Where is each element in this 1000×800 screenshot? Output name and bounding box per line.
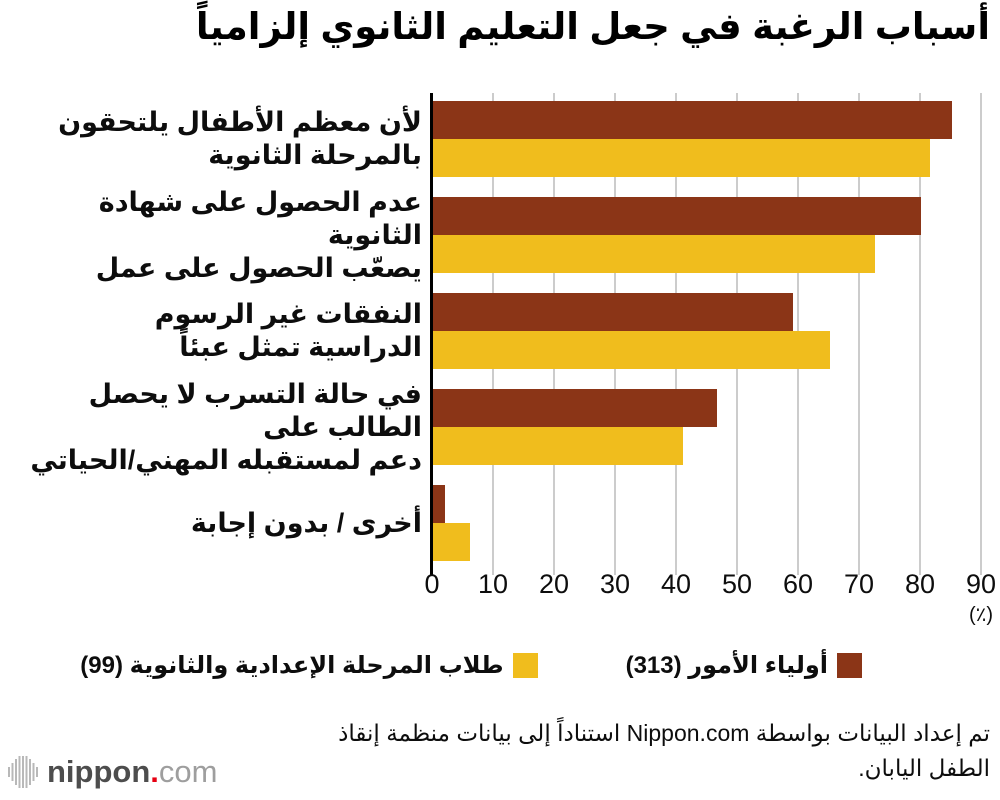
x-axis-unit-label: (٪) xyxy=(968,604,994,626)
gridline-90 xyxy=(980,93,982,575)
x-tick-30: 30 xyxy=(599,569,631,599)
gridline-70 xyxy=(858,93,860,575)
bar-students-2 xyxy=(433,235,876,273)
bar-parents-5 xyxy=(433,485,446,523)
legend: أولياء الأمور (313) طلاب المرحلة الإعداد… xyxy=(80,649,862,681)
x-tick-60: 60 xyxy=(782,569,814,599)
legend-swatch-students xyxy=(512,652,538,678)
bar-students-5 xyxy=(433,523,470,561)
x-tick-80: 80 xyxy=(904,569,936,599)
x-tick-20: 20 xyxy=(538,569,570,599)
legend-entry-students: طلاب المرحلة الإعدادية والثانوية (99) xyxy=(80,651,538,680)
bar-students-3 xyxy=(433,331,830,369)
nippon-logo: nippon.com xyxy=(8,751,218,793)
category-label-3: النفقات غير الرسوم الدراسية تمثل عبئاً xyxy=(154,299,422,362)
x-tick-0: 0 xyxy=(424,569,440,599)
x-tick-40: 40 xyxy=(660,569,692,599)
axis-zero-line xyxy=(430,93,433,575)
logo-dot-icon: . xyxy=(150,754,159,789)
logo-brand: nippon xyxy=(47,754,151,789)
category-label-1: لأن معظم الأطفال يلتحقون بالمرحلة الثانوي… xyxy=(58,107,422,170)
legend-label-students: طلاب المرحلة الإعدادية والثانوية (99) xyxy=(80,651,504,679)
category-label-4: في حالة التسرب لا يحصل الطالب على دعم لمس… xyxy=(30,378,422,475)
bar-students-4 xyxy=(433,427,684,465)
bar-parents-2 xyxy=(433,197,921,235)
bar-parents-4 xyxy=(433,389,717,427)
category-label-2: عدم الحصول على شهادة الثانوية يصعّب الحصو… xyxy=(95,186,422,283)
x-tick-90: 90 xyxy=(965,569,997,599)
source-note-line1: تم إعداد البيانات بواسطة Nippon.com استن… xyxy=(338,720,990,746)
bar-parents-1 xyxy=(433,101,952,139)
x-tick-70: 70 xyxy=(843,569,875,599)
source-note-line2: الطفل اليابان. xyxy=(858,755,990,781)
soundwave-bars-icon xyxy=(8,756,38,788)
source-note: تم إعداد البيانات بواسطة Nippon.com استن… xyxy=(240,716,990,786)
legend-swatch-parents xyxy=(837,652,862,678)
legend-entry-parents: أولياء الأمور (313) xyxy=(626,651,862,680)
x-tick-10: 10 xyxy=(477,569,509,599)
chart-title: أسباب الرغبة في جعل التعليم الثانوي إلزا… xyxy=(195,6,990,47)
x-tick-50: 50 xyxy=(721,569,753,599)
legend-label-parents: أولياء الأمور (313) xyxy=(625,651,828,679)
bar-parents-3 xyxy=(433,293,793,331)
nippon-logo-text: nippon.com xyxy=(47,751,218,793)
logo-tld: com xyxy=(158,754,218,789)
plot-area xyxy=(430,93,982,575)
category-label-5: أخرى / بدون إجابة xyxy=(190,507,422,538)
bar-students-1 xyxy=(433,139,931,177)
gridline-80 xyxy=(919,93,921,575)
